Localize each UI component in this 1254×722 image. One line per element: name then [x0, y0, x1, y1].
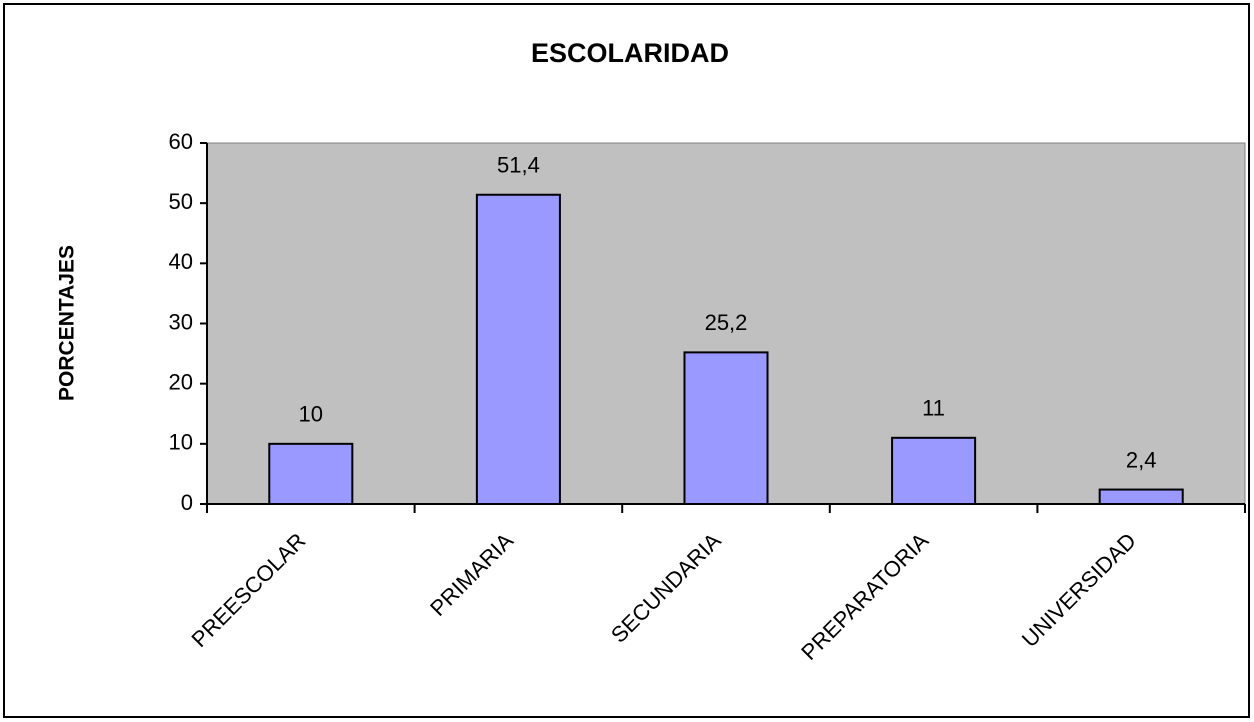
y-tick-label: 50 [169, 189, 193, 214]
value-label: 2,4 [1126, 447, 1157, 472]
y-tick-label: 40 [169, 249, 193, 274]
value-label: 11 [922, 396, 945, 421]
chart-title: ESCOLARIDAD [531, 38, 729, 68]
value-label: 51,4 [497, 153, 540, 178]
y-axis-label: PORCENTAJES [56, 245, 79, 401]
value-label: 10 [299, 402, 323, 427]
y-tick-label: 20 [169, 369, 193, 394]
bar [268, 442, 354, 506]
bar [683, 351, 769, 505]
y-tick-label: 60 [169, 129, 193, 154]
y-tick-label: 0 [181, 490, 193, 515]
bar [1098, 488, 1184, 505]
bar [475, 193, 561, 505]
y-tick-label: 30 [169, 309, 193, 334]
bar [891, 436, 977, 506]
y-tick-label: 10 [169, 430, 193, 455]
value-label: 25,2 [705, 310, 748, 335]
